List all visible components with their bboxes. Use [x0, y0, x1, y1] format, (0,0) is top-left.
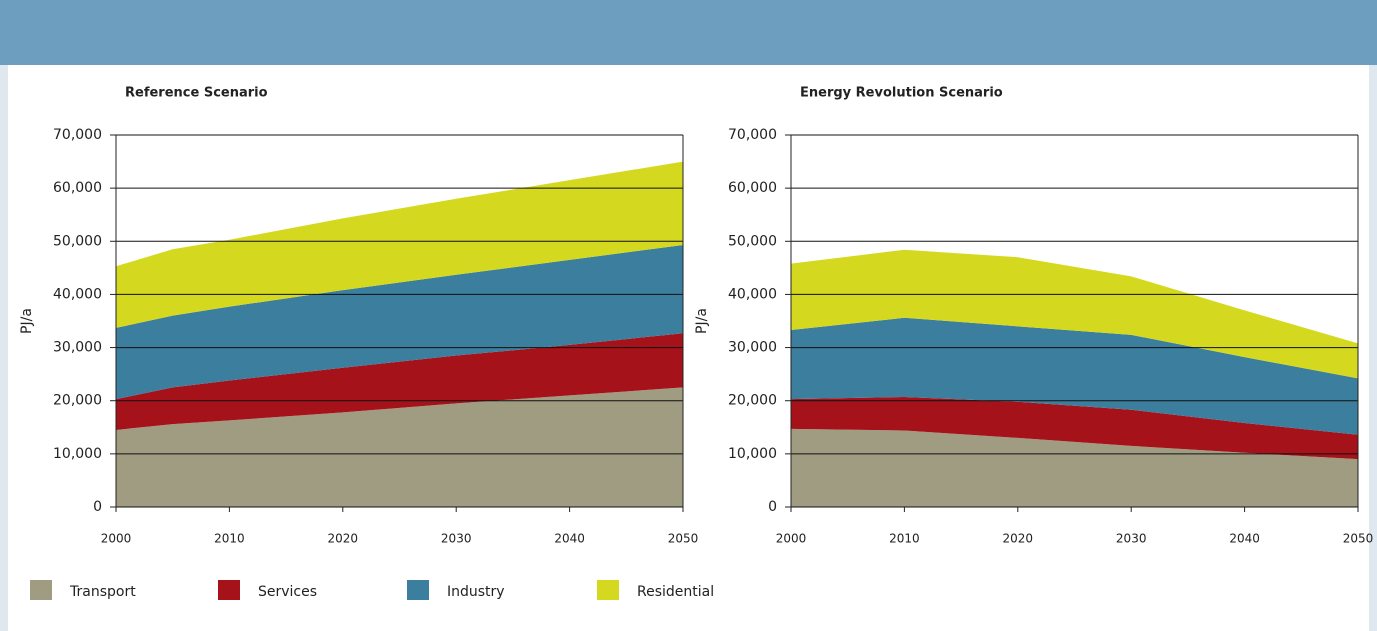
x-tick-label: 2040: [554, 532, 585, 546]
area: [791, 249, 1358, 379]
x-tick-label: 2030: [1116, 532, 1147, 546]
y-tick-label: 70,000: [728, 127, 777, 143]
y-tick-label: 50,000: [728, 233, 777, 249]
area: [116, 333, 683, 430]
y-tick-label: 60,000: [53, 180, 102, 196]
legend-label: Residential: [637, 584, 714, 600]
header-band: [0, 0, 1377, 65]
area: [791, 396, 1358, 460]
y-axis-label: PJ/a: [694, 308, 710, 334]
legend-swatch: [597, 580, 619, 600]
area: [116, 161, 683, 328]
area: [116, 387, 683, 507]
x-tick-label: 2010: [889, 532, 920, 546]
y-tick-label: 60,000: [728, 180, 777, 196]
x-tick-label: 2030: [441, 532, 472, 546]
legend-swatch: [30, 580, 52, 600]
legend-label: Industry: [447, 584, 505, 600]
y-tick-label: 0: [768, 499, 777, 515]
y-tick-label: 50,000: [53, 233, 102, 249]
y-tick-label: 30,000: [53, 340, 102, 356]
legend-swatch: [218, 580, 240, 600]
chart-title: Reference Scenario: [125, 86, 268, 101]
y-tick-label: 20,000: [728, 393, 777, 409]
area: [791, 317, 1358, 435]
y-axis-label: PJ/a: [19, 308, 35, 334]
y-tick-label: 70,000: [53, 127, 102, 143]
area: [791, 428, 1358, 507]
y-tick-label: 30,000: [728, 340, 777, 356]
x-tick-label: 2010: [214, 532, 245, 546]
legend-label: Services: [258, 584, 317, 600]
x-tick-label: 2000: [776, 532, 807, 546]
x-tick-label: 2000: [101, 532, 132, 546]
y-tick-label: 20,000: [53, 393, 102, 409]
x-tick-label: 2020: [1003, 532, 1034, 546]
x-tick-label: 2050: [1343, 532, 1374, 546]
legend-swatch: [407, 580, 429, 600]
x-tick-label: 2040: [1229, 532, 1260, 546]
y-tick-label: 10,000: [53, 446, 102, 462]
x-tick-label: 2020: [328, 532, 359, 546]
area: [116, 245, 683, 400]
y-tick-label: 10,000: [728, 446, 777, 462]
chart-title: Energy Revolution Scenario: [800, 86, 1003, 101]
y-tick-label: 0: [93, 499, 102, 515]
y-tick-label: 40,000: [53, 286, 102, 302]
legend-label: Transport: [69, 584, 136, 600]
y-tick-label: 40,000: [728, 286, 777, 302]
x-tick-label: 2050: [668, 532, 699, 546]
